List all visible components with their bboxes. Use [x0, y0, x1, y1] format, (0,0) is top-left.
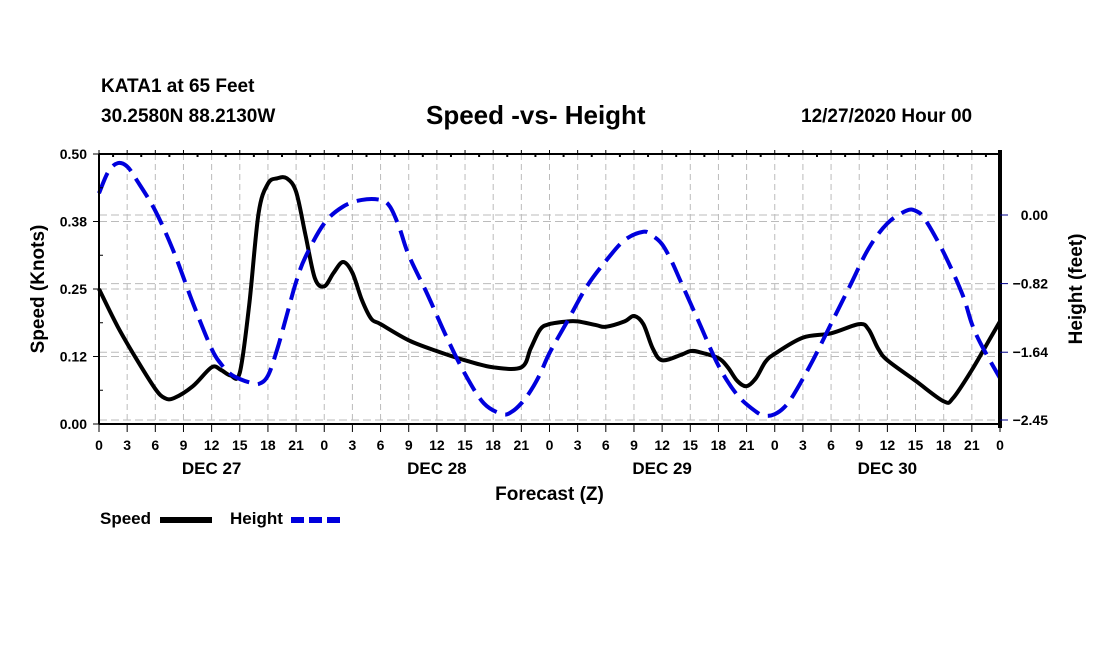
y2-axis-title: Height (feet) [1066, 234, 1087, 345]
x-tick-label: 0 [771, 437, 779, 453]
series-lines [97, 160, 1002, 418]
x-tick-label: 12 [654, 437, 670, 453]
grid-lines [99, 154, 1000, 424]
height-series-line [97, 160, 1002, 418]
x-tick-label: 15 [908, 437, 924, 453]
legend-speed-label: Speed [100, 509, 152, 528]
legend-height-label: Height [230, 509, 283, 528]
y-axis-title: Speed (Knots) [28, 225, 49, 354]
x-tick-label: 3 [799, 437, 807, 453]
x-tick-label: 3 [123, 437, 131, 453]
axis-labels: 0 3 6 9 12 15 18 21 0 3 6 9 12 15 18 21 0 3 6 9 12 15 18 21 0 3 6 9… [28, 146, 1087, 505]
x-tick-label: 18 [260, 437, 276, 453]
legend-speed-swatch [160, 517, 212, 523]
x-tick-label: 18 [711, 437, 727, 453]
y-tick-label: 0.50 [60, 146, 87, 162]
day-label: DEC 30 [858, 459, 918, 478]
x-tick-label: 0 [546, 437, 554, 453]
x-tick-label: 0 [320, 437, 328, 453]
x-tick-label: 18 [485, 437, 501, 453]
x-tick-label: 3 [574, 437, 582, 453]
x-tick-label: 12 [880, 437, 896, 453]
y-tick-label: 0.38 [60, 214, 87, 230]
y-tick-label: 0.00 [60, 416, 87, 432]
y2-tick-label: −2.45 [1013, 412, 1049, 428]
x-tick-label: 21 [739, 437, 755, 453]
x-tick-label: 3 [349, 437, 357, 453]
y2-tick-label: −0.82 [1013, 276, 1049, 292]
x-tick-label: 0 [996, 437, 1004, 453]
y-tick-label: 0.12 [60, 349, 87, 365]
y2-tick-label: 0.00 [1021, 207, 1048, 223]
x-tick-label: 15 [232, 437, 248, 453]
x-tick-label: 9 [630, 437, 638, 453]
x-tick-label: 15 [457, 437, 473, 453]
station-coordinates: 30.2580N 88.2130W [101, 106, 276, 127]
station-label: KATA1 at 65 Feet [101, 76, 255, 97]
x-tick-label: 15 [682, 437, 698, 453]
x-tick-label: 0 [95, 437, 103, 453]
legend-height-swatch [291, 517, 343, 523]
speed-series-line [97, 175, 1002, 405]
day-label: DEC 27 [182, 459, 242, 478]
axes [93, 150, 1008, 432]
day-label: DEC 29 [632, 459, 692, 478]
x-tick-label: 6 [827, 437, 835, 453]
x-tick-label: 12 [204, 437, 220, 453]
y2-tick-label: −1.64 [1013, 344, 1049, 360]
x-tick-label: 9 [405, 437, 413, 453]
x-axis-title: Forecast (Z) [495, 484, 604, 505]
chart-title: Speed -vs- Height [426, 100, 646, 130]
x-tick-label: 21 [964, 437, 980, 453]
x-tick-label: 6 [377, 437, 385, 453]
x-tick-label: 6 [151, 437, 159, 453]
x-tick-label: 12 [429, 437, 445, 453]
forecast-datetime: 12/27/2020 Hour 00 [801, 106, 973, 127]
y-tick-label: 0.25 [60, 281, 87, 297]
x-tick-label: 21 [288, 437, 304, 453]
day-label: DEC 28 [407, 459, 467, 478]
x-tick-label: 9 [855, 437, 863, 453]
x-tick-label: 9 [180, 437, 188, 453]
x-tick-label: 21 [514, 437, 530, 453]
x-tick-label: 6 [602, 437, 610, 453]
x-tick-label: 18 [936, 437, 952, 453]
